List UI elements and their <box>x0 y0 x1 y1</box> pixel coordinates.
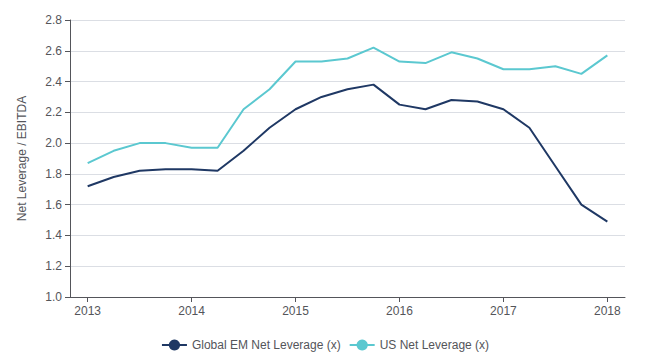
svg-text:1.4: 1.4 <box>45 228 62 242</box>
svg-text:2015: 2015 <box>282 304 309 318</box>
svg-text:Net Leverage / EBITDA: Net Leverage / EBITDA <box>15 96 29 221</box>
svg-text:2013: 2013 <box>74 304 101 318</box>
svg-text:1.0: 1.0 <box>45 290 62 304</box>
svg-text:1.8: 1.8 <box>45 167 62 181</box>
svg-text:1.2: 1.2 <box>45 259 62 273</box>
svg-text:2014: 2014 <box>178 304 205 318</box>
svg-text:US Net Leverage (x): US Net Leverage (x) <box>380 338 489 352</box>
svg-text:2016: 2016 <box>386 304 413 318</box>
svg-text:2.4: 2.4 <box>45 75 62 89</box>
svg-text:2.2: 2.2 <box>45 105 62 119</box>
svg-text:Global EM Net Leverage (x): Global EM Net Leverage (x) <box>192 338 341 352</box>
svg-text:2.8: 2.8 <box>45 13 62 27</box>
svg-text:1.6: 1.6 <box>45 198 62 212</box>
svg-text:2.0: 2.0 <box>45 136 62 150</box>
svg-text:2.6: 2.6 <box>45 44 62 58</box>
svg-text:2018: 2018 <box>594 304 621 318</box>
svg-text:2017: 2017 <box>490 304 517 318</box>
